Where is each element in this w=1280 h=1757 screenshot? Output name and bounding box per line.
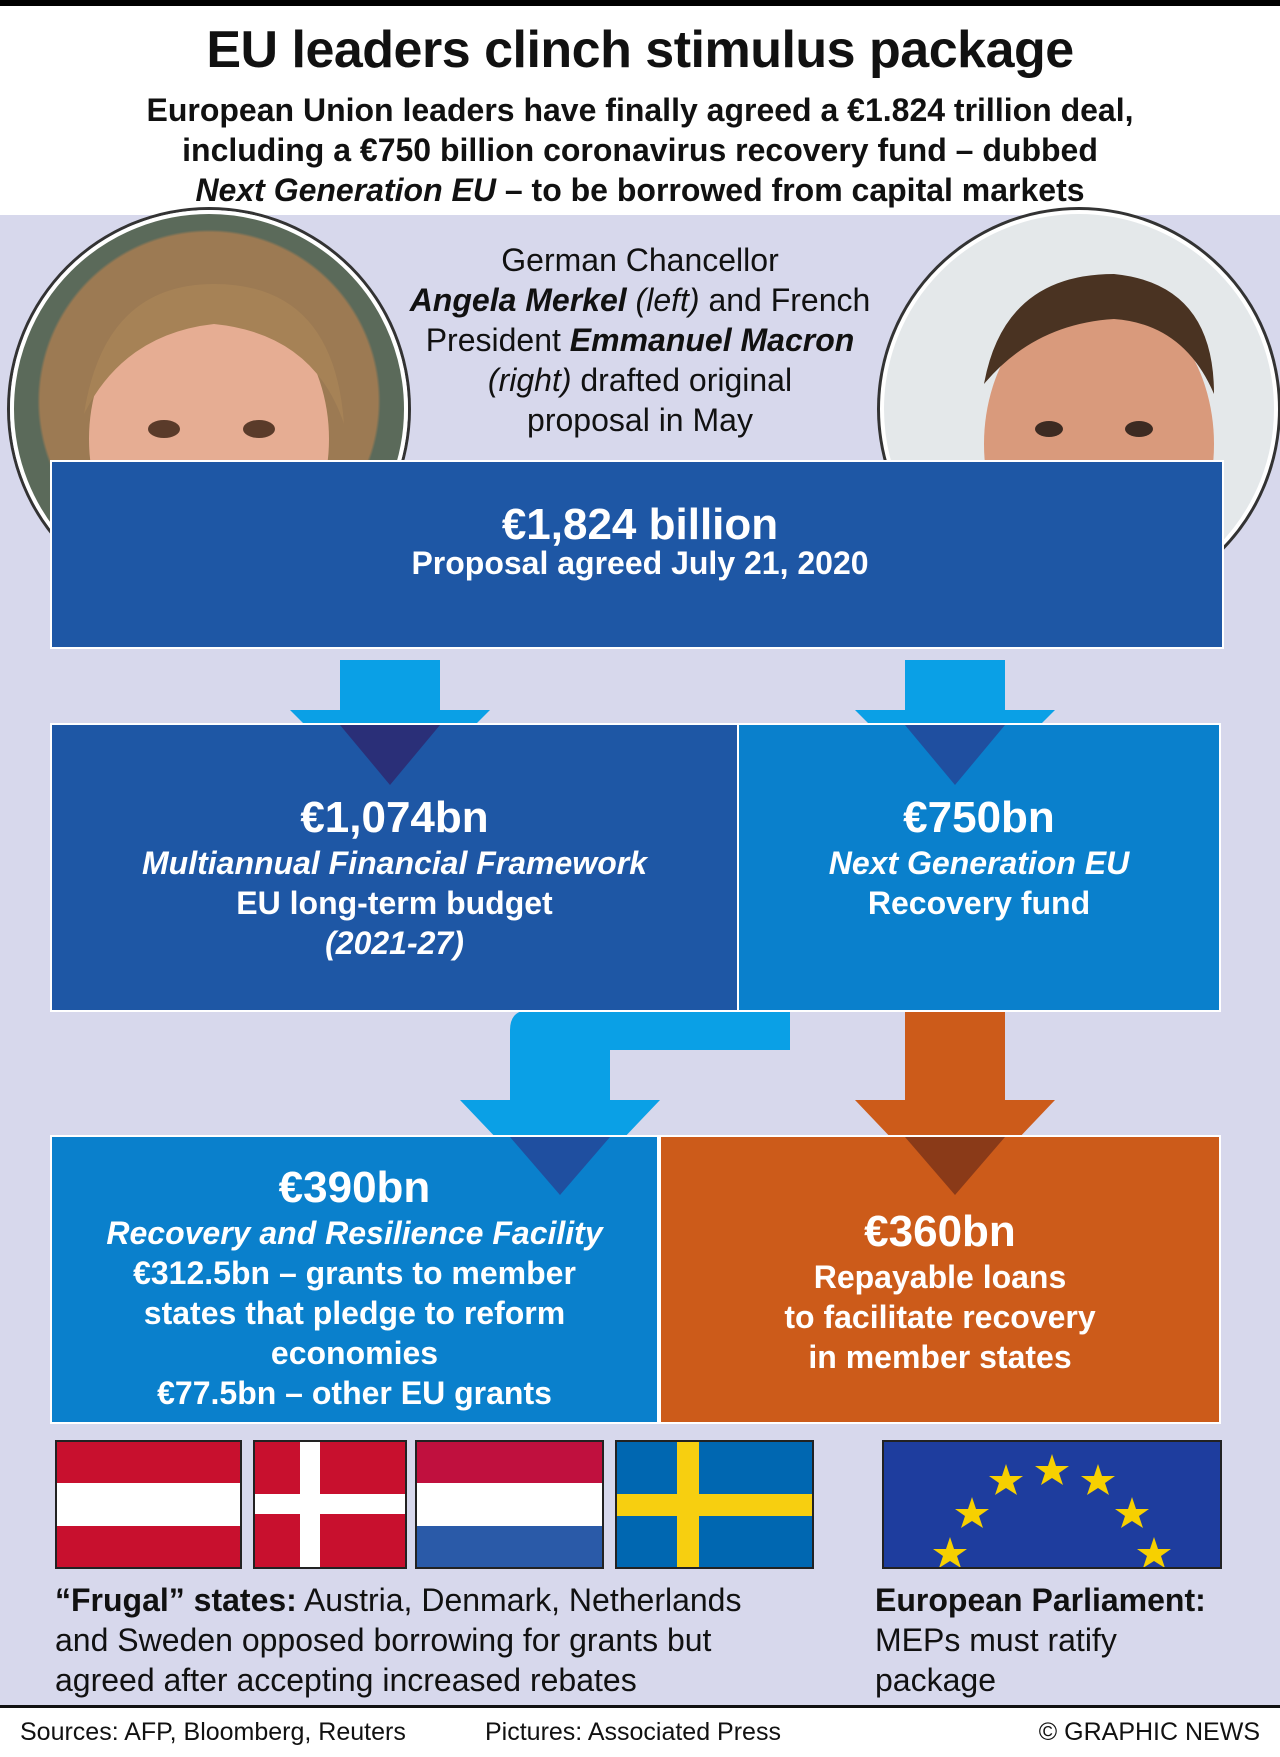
rrf-line-4: €77.5bn – other EU grants	[157, 1375, 552, 1411]
page-title: EU leaders clinch stimulus package	[206, 21, 1074, 79]
caption-drafted: drafted original	[571, 362, 793, 398]
top-rule	[0, 0, 1280, 6]
caption-line-3: President Emmanuel Macron	[390, 320, 890, 360]
subtitle-line-2: including a €750 billion coronavirus rec…	[182, 132, 1098, 168]
frugal-label: “Frugal” states:	[55, 1582, 297, 1618]
page-subtitle: European Union leaders have finally agre…	[40, 90, 1240, 210]
caption-merkel: Angela Merkel	[409, 282, 627, 318]
arrowhead-mff	[340, 725, 440, 785]
loans-line-2: to facilitate recovery	[784, 1299, 1096, 1335]
loans-box: €360bn Repayable loans to facilitate rec…	[659, 1135, 1221, 1424]
sweden-flag-icon	[615, 1440, 814, 1569]
arrowhead-rrf	[510, 1137, 610, 1195]
eu-stars	[933, 1454, 1171, 1567]
netherlands-flag-icon	[415, 1440, 604, 1569]
frugal-text-3: agreed after accepting increased rebates	[55, 1662, 637, 1698]
loans-amount: €360bn	[864, 1207, 1016, 1256]
total-label: Proposal agreed July 21, 2020	[411, 545, 869, 581]
loans-line-3: in member states	[808, 1339, 1072, 1375]
loans-line-1: Repayable loans	[813, 1259, 1067, 1295]
ngeu-desc: Recovery fund	[867, 885, 1091, 921]
mff-amount: €1,074bn	[300, 793, 489, 842]
footer-pictures: Pictures: Associated Press	[485, 1718, 781, 1746]
ngeu-name: Next Generation EU	[828, 845, 1130, 881]
caption-line-1: German Chancellor	[501, 242, 779, 278]
rrf-line-2: states that pledge to reform	[143, 1295, 566, 1331]
frugal-line-1: “Frugal” states: Austria, Denmark, Nethe…	[55, 1580, 855, 1620]
rrf-amount: €390bn	[278, 1163, 431, 1212]
austria-flag-icon	[55, 1440, 242, 1569]
caption-left: (left)	[626, 282, 700, 318]
eu-flag-icon	[882, 1440, 1222, 1569]
footer-credit: © GRAPHIC NEWS	[1038, 1718, 1260, 1746]
ngeu-amount: €750bn	[903, 793, 1055, 842]
frugal-text-2: and Sweden opposed borrowing for grants …	[55, 1622, 712, 1658]
ngeu-box: €750bn Next Generation EU Recovery fund	[737, 723, 1221, 1012]
mff-name: Multiannual Financial Framework	[142, 845, 647, 881]
parliament-text-2: package	[875, 1662, 996, 1698]
subtitle-line-1: European Union leaders have finally agre…	[146, 92, 1134, 128]
caption-macron: Emmanuel Macron	[569, 322, 855, 358]
frugal-text-1: Austria, Denmark, Netherlands	[296, 1582, 742, 1618]
denmark-flag-icon	[253, 1440, 407, 1569]
parliament-label: European Parliament:	[875, 1582, 1206, 1618]
parliament-caption: European Parliament: MEPs must ratify pa…	[875, 1580, 1255, 1700]
rrf-line-1: €312.5bn – grants to member	[133, 1255, 576, 1291]
parliament-text-1: MEPs must ratify	[875, 1622, 1117, 1658]
subtitle-line-3-rest: – to be borrowed from capital markets	[495, 172, 1085, 208]
footer-sources: Sources: AFP, Bloomberg, Reuters	[20, 1718, 406, 1746]
mff-period: (2021-27)	[325, 925, 464, 961]
caption-line-4: (right) drafted original	[390, 360, 890, 400]
caption-line-5: proposal in May	[527, 402, 753, 438]
arrowhead-ngeu	[905, 725, 1005, 785]
caption-right: (right)	[487, 362, 572, 398]
caption-and-french: and French	[699, 282, 871, 318]
rrf-box: €390bn Recovery and Resilience Facility …	[50, 1135, 659, 1424]
subtitle-line-3: Next Generation EU – to be borrowed from…	[40, 170, 1240, 210]
total-amount: €1,824 billion	[501, 500, 779, 549]
total-box	[50, 460, 1224, 649]
subtitle-fund-name: Next Generation EU	[195, 172, 496, 208]
caption-line-2: Angela Merkel (left) and French	[390, 280, 890, 320]
caption-president: President	[425, 322, 570, 358]
footer: Sources: AFP, Bloomberg, Reuters Picture…	[0, 1705, 1280, 1757]
mff-desc: EU long-term budget	[236, 885, 553, 921]
arrowhead-loans	[905, 1137, 1005, 1195]
rrf-name: Recovery and Resilience Facility	[106, 1215, 603, 1251]
portrait-caption: German Chancellor Angela Merkel (left) a…	[390, 240, 890, 440]
arrow-to-loans	[855, 1010, 1055, 1205]
rrf-line-3: economies	[270, 1335, 439, 1371]
frugal-caption: “Frugal” states: Austria, Denmark, Nethe…	[55, 1580, 855, 1700]
